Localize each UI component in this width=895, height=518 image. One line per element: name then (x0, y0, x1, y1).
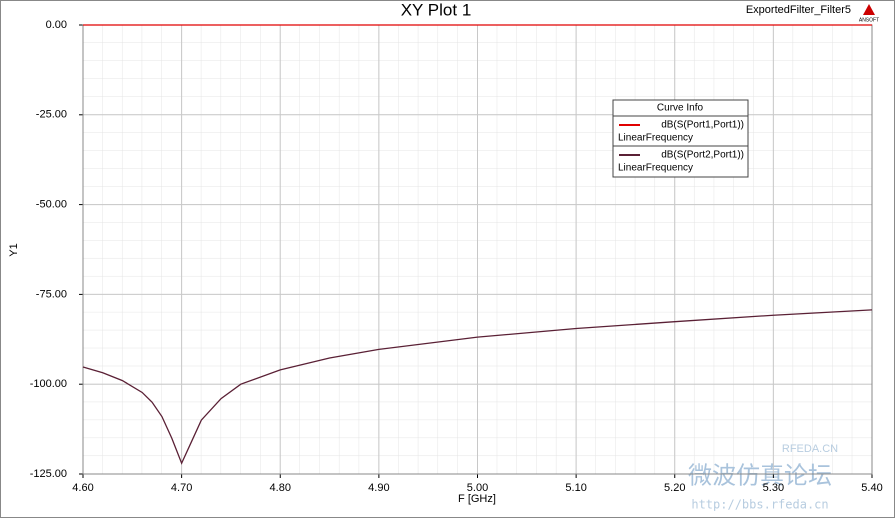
x-tick-label: 5.00 (467, 482, 488, 494)
legend-label: dB(S(Port1,Port1)) (661, 120, 744, 131)
y-tick-label: -75.00 (36, 288, 67, 300)
x-tick-label: 4.80 (270, 482, 291, 494)
design-name: ExportedFilter_Filter5 (746, 4, 851, 16)
watermark-site: RFEDA.CN (782, 443, 838, 455)
x-tick-label: 5.40 (861, 482, 882, 494)
watermark-url: http://bbs.rfeda.cn (691, 498, 828, 512)
x-axis-label: F [GHz] (458, 493, 496, 505)
x-tick-label: 5.10 (565, 482, 586, 494)
x-tick-label: 5.20 (664, 482, 685, 494)
legend-box (612, 99, 749, 178)
y-tick-label: -125.00 (30, 468, 67, 480)
legend-title: Curve Info (657, 103, 704, 114)
y-tick-label: 0.00 (46, 19, 67, 31)
logo: ANSOFT (859, 17, 879, 23)
legend-sweep: LinearFrequency (618, 163, 693, 174)
x-tick-label: 4.70 (171, 482, 192, 494)
y-tick-label: -50.00 (36, 199, 67, 211)
series-line (82, 309, 873, 465)
chart-title: XY Plot 1 (401, 0, 472, 19)
x-tick-label: 4.90 (368, 482, 389, 494)
legend: Curve Info dB(S(Port1,Port1)) LinearFrequ… (612, 99, 749, 178)
x-tick-label: 5.30 (763, 482, 784, 494)
logo-icon (863, 4, 875, 15)
legend-label: dB(S(Port2,Port1)) (661, 150, 744, 161)
x-tick-label: 4.60 (72, 482, 93, 494)
y-tick-label: -25.00 (36, 109, 67, 121)
legend-sweep: LinearFrequency (618, 133, 693, 144)
y-tick-label: -100.00 (30, 378, 67, 390)
y-axis-label: Y1 (8, 243, 20, 256)
watermark-forum: 微波仿真论坛 (688, 462, 832, 489)
